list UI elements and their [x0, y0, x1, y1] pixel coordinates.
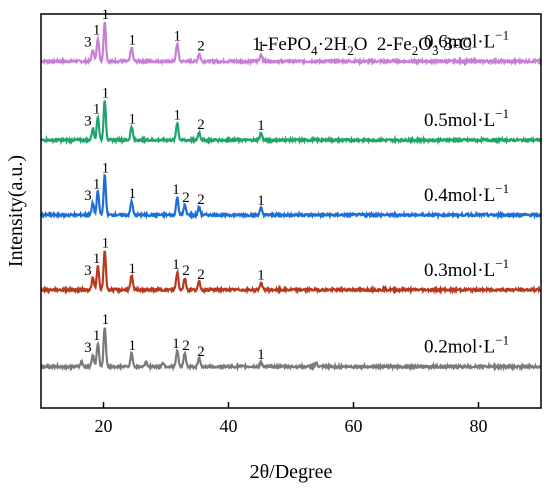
x-tick-label: 40	[220, 416, 238, 436]
peak-label: 1	[174, 107, 182, 123]
peak-label: 1	[257, 268, 265, 284]
y-axis-title: Intensity(a.u.)	[5, 155, 27, 267]
peak-label: 1	[129, 32, 137, 48]
series-label: 0.3mol·L−1	[424, 256, 509, 281]
peak-label: 1	[102, 86, 110, 102]
peak-label: 3	[84, 340, 92, 356]
peak-label: 1	[102, 312, 110, 328]
series-label: 0.5mol·L−1	[424, 106, 509, 131]
x-axis-ticks: 20 40 60 80	[95, 402, 488, 436]
peak-label: 3	[84, 188, 92, 204]
xrd-series-line	[40, 250, 542, 296]
peak-label: 1	[102, 235, 110, 251]
peak-label: 1	[257, 39, 265, 55]
x-axis-title: 2θ/Degree	[250, 461, 333, 483]
peak-label: 1	[102, 161, 110, 177]
peak-label: 1	[257, 118, 265, 134]
series-label: 0.6mol·L−1	[424, 27, 509, 52]
peak-label: 1	[93, 23, 101, 39]
peak-label: 1	[257, 347, 265, 363]
series-label: 0.2mol·L−1	[424, 333, 509, 358]
peak-label: 1	[93, 251, 101, 267]
xrd-series-line	[40, 327, 542, 372]
peak-label: 2	[182, 338, 190, 354]
xrd-series-line	[40, 100, 543, 146]
peak-label: 1	[102, 7, 110, 23]
peak-label: 2	[197, 38, 205, 54]
peak-label: 1	[257, 193, 265, 209]
peak-label: 1	[93, 176, 101, 192]
peak-label: 3	[84, 113, 92, 129]
peak-label: 1	[172, 257, 180, 273]
peak-label: 1	[129, 186, 137, 202]
x-tick-label: 80	[470, 416, 488, 436]
peak-label: 1	[129, 338, 137, 354]
x-tick-label: 60	[345, 416, 363, 436]
x-tick-label: 20	[95, 416, 113, 436]
peak-label: 3	[84, 34, 92, 50]
xrd-series-line	[40, 21, 543, 67]
xrd-series-line	[39, 173, 542, 221]
peak-label: 1	[129, 111, 137, 127]
peak-label: 1	[93, 328, 101, 344]
peak-label: 1	[174, 29, 182, 45]
peak-label: 3	[84, 263, 92, 279]
peak-label: 2	[182, 190, 190, 206]
peak-label: 2	[197, 344, 205, 360]
peak-label: 1	[172, 336, 180, 352]
plot-frame	[40, 13, 542, 409]
peak-label: 2	[197, 192, 205, 208]
peak-label: 2	[182, 263, 190, 279]
peak-label: 1	[93, 101, 101, 117]
peak-label: 1	[129, 261, 137, 277]
series-label: 0.4mol·L−1	[424, 181, 509, 206]
peak-label: 1	[172, 182, 180, 198]
peak-label: 2	[197, 117, 205, 133]
peak-label: 2	[197, 267, 205, 283]
phase-legend-note: 1-FePO4·2H2O 2-Fe2O3 3-C	[252, 34, 472, 58]
